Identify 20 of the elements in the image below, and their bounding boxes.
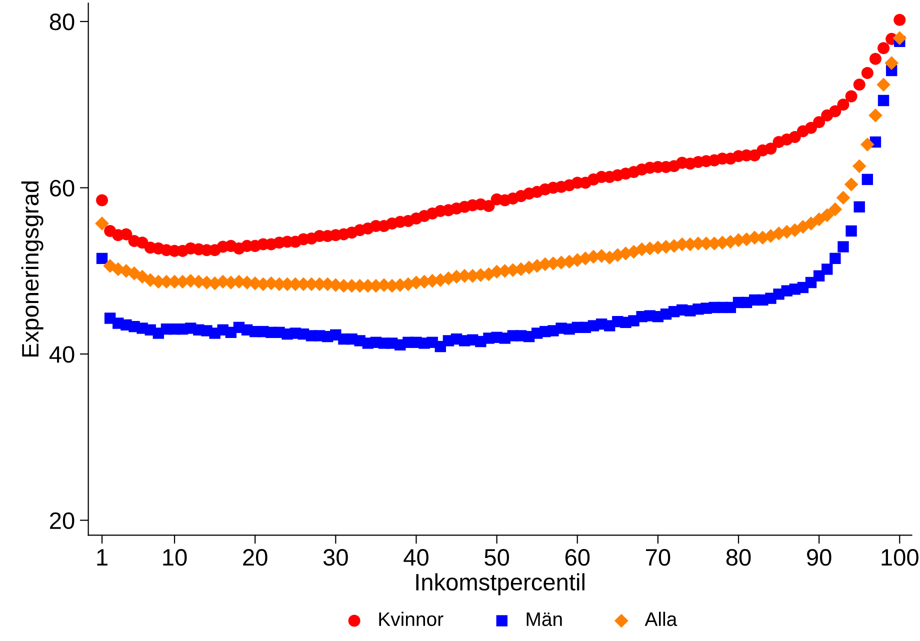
y-tick-label: 20 — [50, 512, 74, 530]
x-tick-label: 30 — [323, 549, 348, 566]
y-tick-label: 60 — [50, 180, 74, 197]
y-tick-label: 40 — [49, 346, 74, 363]
x-tick-label: 70 — [646, 549, 670, 566]
legend-label: Alla — [644, 612, 678, 626]
x-tick-label: 60 — [565, 549, 590, 566]
legend-label: Män — [526, 612, 562, 626]
y-tick-label: 80 — [50, 14, 74, 30]
y-axis-title: Exponeringsgrad — [21, 181, 44, 357]
x-tick-label: 10 — [163, 549, 187, 566]
x-tick-label: 20 — [243, 549, 268, 566]
legend-label: Kvinnor — [379, 612, 444, 626]
x-tick-label: 90 — [807, 549, 832, 566]
x-tick-label: 80 — [726, 549, 751, 566]
x-tick-label: 100 — [882, 549, 918, 566]
x-tick-label: 1 — [97, 549, 108, 566]
x-tick-label: 50 — [484, 549, 510, 566]
x-tick-label: 40 — [404, 549, 428, 566]
x-axis-title: Inkomstpercentil — [416, 573, 584, 596]
